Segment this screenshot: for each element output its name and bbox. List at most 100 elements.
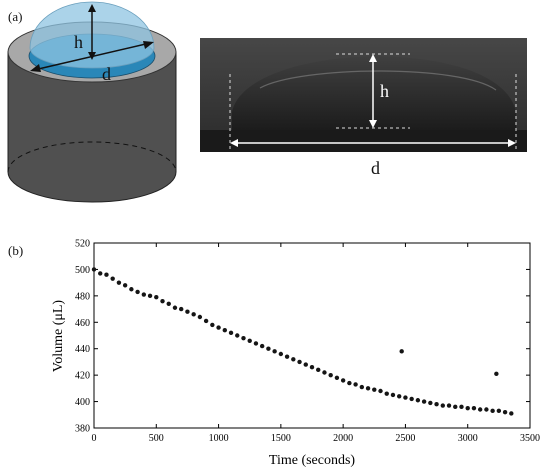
data-point — [116, 280, 122, 285]
data-point — [390, 392, 396, 398]
data-point — [91, 267, 97, 272]
data-point — [399, 349, 404, 354]
data-point — [340, 378, 346, 383]
volume-time-chart: 0 500 1000 1500 2000 2500 3000 3500 380 400 420 440… — [51, 239, 540, 469]
data-point — [179, 306, 184, 312]
data-point — [465, 405, 470, 411]
data-point — [284, 354, 290, 359]
data-point — [421, 399, 427, 404]
data-point — [185, 309, 190, 314]
data-point — [216, 325, 221, 330]
panel-b-label: (b) — [8, 243, 24, 258]
y-tick-label: 460 — [75, 318, 90, 329]
data-point — [378, 388, 383, 394]
y-tick-label: 380 — [75, 424, 90, 435]
data-point — [129, 287, 134, 292]
data-point — [210, 322, 215, 328]
data-point — [496, 408, 502, 414]
data-point — [247, 338, 252, 343]
panel-a-label: (a) — [8, 9, 23, 24]
data-point — [166, 301, 171, 306]
data-point — [372, 387, 377, 392]
data-point — [365, 386, 371, 391]
data-point — [278, 351, 284, 357]
data-point — [415, 398, 421, 403]
data-point — [453, 404, 458, 410]
photo-height-arrow-bottom-head — [369, 120, 377, 128]
x-tick-label: 3500 — [520, 433, 540, 444]
y-tick-label: 420 — [75, 371, 90, 382]
x-tick-label: 500 — [149, 433, 164, 444]
diagram-diameter-label: d — [102, 64, 111, 84]
data-point — [241, 335, 246, 341]
data-point — [141, 292, 147, 297]
data-point — [322, 370, 327, 375]
data-point — [297, 359, 302, 365]
plot-frame — [93, 242, 531, 429]
cylinder-base-hidden-edge — [7, 141, 177, 173]
data-point — [110, 276, 115, 281]
data-point — [154, 294, 159, 300]
diameter-arrow — [33, 42, 151, 71]
x-tick-label: 0 — [92, 433, 97, 444]
cylinder-diagram: h d — [7, 1, 177, 203]
y-tick-label: 500 — [75, 265, 90, 276]
x-tick-label: 1000 — [209, 433, 229, 444]
photo-diameter-label: d — [371, 158, 380, 178]
data-point — [409, 396, 414, 402]
data-point — [266, 346, 271, 351]
data-points — [91, 267, 514, 416]
cylinder-body — [7, 51, 177, 203]
data-point — [147, 293, 153, 299]
data-point — [403, 395, 408, 400]
data-point — [384, 391, 389, 396]
data-point — [98, 271, 103, 276]
photo-diameter-arrow-right-head — [508, 139, 516, 147]
droplet-photo: h d — [200, 38, 527, 178]
data-point — [272, 349, 277, 354]
data-point — [203, 318, 209, 324]
x-tick-label: 2000 — [333, 433, 353, 444]
data-point — [490, 408, 495, 414]
y-tick-label: 440 — [75, 344, 90, 355]
y-tick-label: 400 — [75, 397, 90, 408]
data-point — [428, 400, 433, 406]
photo-height-arrow-top-head — [369, 54, 377, 62]
data-point — [172, 305, 178, 310]
droplet-highlight — [259, 70, 497, 91]
data-point — [316, 367, 321, 373]
data-point — [197, 314, 203, 320]
data-point — [471, 405, 477, 411]
photo-diameter-arrow-left-head — [230, 139, 238, 147]
data-point — [353, 382, 358, 387]
photo-height-label: h — [380, 81, 389, 101]
data-point — [484, 407, 489, 412]
x-axis-label: Time (seconds) — [269, 453, 356, 468]
data-point — [434, 402, 439, 407]
data-point — [440, 403, 445, 408]
x-tick-label: 2500 — [395, 433, 415, 444]
data-point — [235, 333, 240, 338]
data-point — [104, 272, 109, 277]
data-point — [253, 341, 259, 346]
height-arrow-top-head — [88, 4, 96, 12]
data-point — [122, 283, 128, 288]
data-point — [191, 312, 196, 317]
data-point — [359, 384, 365, 390]
data-point — [494, 371, 499, 377]
data-point — [222, 328, 227, 333]
diagram-height-label: h — [74, 32, 83, 52]
data-point — [160, 298, 165, 304]
y-tick-label: 480 — [75, 291, 90, 302]
substrate — [200, 130, 527, 152]
data-point — [259, 343, 265, 349]
x-tick-label: 1500 — [271, 433, 291, 444]
data-point — [328, 372, 333, 378]
data-point — [309, 365, 315, 370]
diameter-arrow-right-head — [143, 41, 154, 49]
data-point — [347, 380, 352, 386]
data-point — [397, 394, 402, 399]
y-axis-label: Volume (μL) — [51, 300, 66, 373]
data-point — [303, 362, 308, 367]
data-point — [477, 407, 483, 412]
